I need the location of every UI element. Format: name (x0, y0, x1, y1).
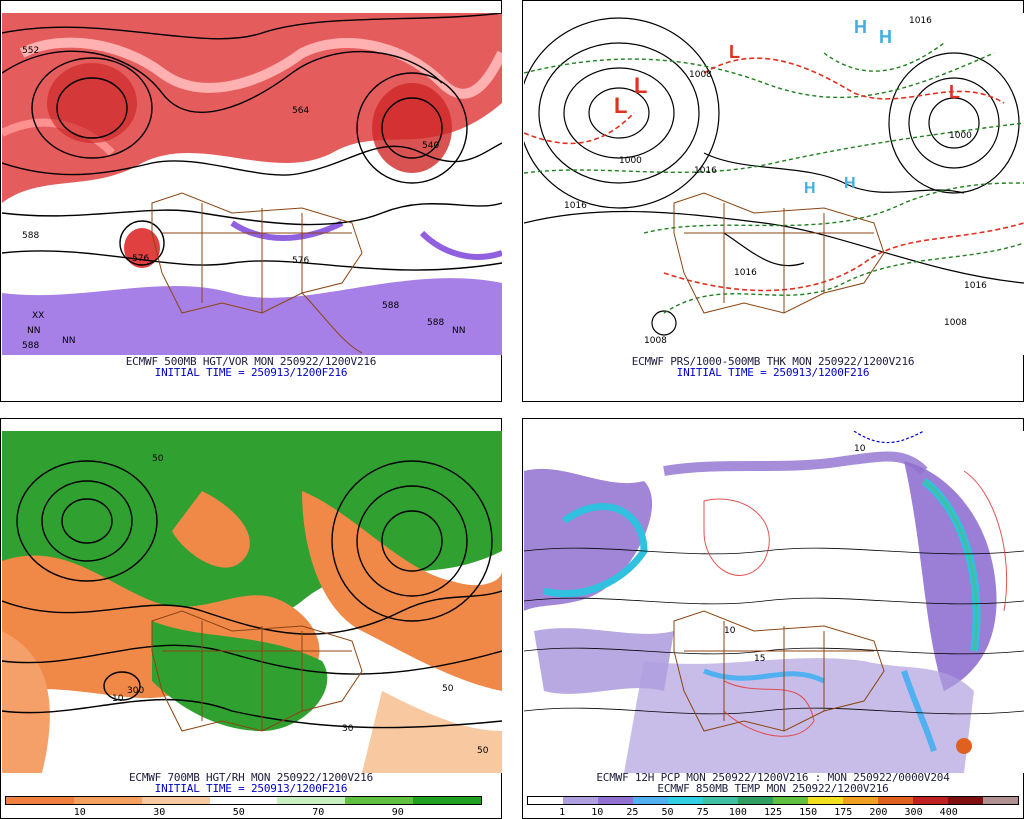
min-marker: NN (62, 336, 75, 346)
map-700mb-height-rh: 300 50 10 50 30 50 (2, 431, 502, 773)
min-marker: NN (452, 326, 465, 336)
contour-label: 588 (22, 231, 39, 241)
colorbar-swatch (345, 797, 414, 804)
colorbar-swatch (528, 797, 563, 804)
panel-surface-pressure-thickness: L L L L H H H H 1016 1008 1000 1016 1016… (522, 0, 1024, 402)
contour-label: 50 (442, 684, 454, 694)
min-marker: NN (27, 326, 40, 336)
contour-label: 588 (382, 301, 399, 311)
colorbar-swatch (209, 797, 278, 804)
low-pressure-marker: L (614, 93, 627, 118)
colorbar-swatch (668, 797, 703, 804)
caption-title: ECMWF 12H PCP MON 250922/1200V216 : MON … (596, 771, 950, 784)
contour-label: 576 (292, 256, 309, 266)
colorbar-swatch (948, 797, 983, 804)
precip-colorbar (527, 796, 1019, 805)
colorbar-tick-label: 150 (799, 807, 818, 818)
colorbar-swatch (878, 797, 913, 804)
colorbar-swatch (983, 797, 1018, 804)
panel-500mb: 552 576 564 540 588 576 588 588 588 NN N… (0, 0, 502, 402)
colorbar-swatch (277, 797, 346, 804)
caption-initial-time: INITIAL TIME = 250913/1200F216 (154, 782, 348, 795)
colorbar-swatch (633, 797, 668, 804)
rh-colorbar-ticks: 10 30 50 70 90 (5, 807, 482, 819)
colorbar-tick-label: 75 (696, 807, 709, 818)
low-pressure-marker: L (729, 42, 740, 62)
isotherm-label: 10 (724, 626, 736, 636)
contour-label: 552 (22, 46, 39, 56)
contour-label: 50 (152, 454, 164, 464)
contour-label: 564 (292, 106, 309, 116)
colorbar-swatch (413, 797, 482, 804)
colorbar-swatch (73, 797, 142, 804)
isobar-label: 1000 (619, 156, 642, 166)
colorbar-tick-label: 10 (591, 807, 604, 818)
contour-label: 50 (477, 746, 489, 756)
isobar-label: 1008 (944, 318, 967, 328)
colorbar-tick-label: 10 (73, 807, 86, 818)
isobar-label: 1016 (564, 201, 587, 211)
colorbar-swatch (141, 797, 210, 804)
map-pressure-thickness: L L L L H H H H 1016 1008 1000 1016 1016… (524, 13, 1024, 355)
colorbar-tick-label: 300 (904, 807, 923, 818)
colorbar-swatch (913, 797, 948, 804)
isobar-label: 1008 (644, 336, 667, 346)
colorbar-swatch (843, 797, 878, 804)
contour-label: 540 (422, 141, 439, 151)
colorbar-tick-label: 100 (728, 807, 747, 818)
colorbar-tick-label: 70 (312, 807, 325, 818)
colorbar-tick-label: 1 (559, 807, 566, 818)
colorbar-tick-label: 30 (153, 807, 166, 818)
colorbar-swatch (563, 797, 598, 804)
map-precip-850mb-temp: 10 15 10 (524, 431, 1024, 773)
max-marker: XX (32, 311, 44, 321)
isobar-label: 1008 (689, 70, 712, 80)
isotherm-label: 15 (754, 654, 765, 664)
colorbar-swatch (808, 797, 843, 804)
contour-label: 576 (132, 254, 149, 264)
colorbar-tick-label: 90 (391, 807, 404, 818)
caption-temp-title: ECMWF 850MB TEMP MON 250922/1200V216 (657, 782, 889, 795)
colorbar-tick-label: 400 (939, 807, 958, 818)
high-pressure-marker: H (879, 27, 892, 47)
isotherm-label: 10 (854, 444, 866, 454)
low-pressure-marker: L (634, 73, 647, 98)
contour-label: 10 (112, 694, 124, 704)
isobar-label: 1000 (949, 131, 972, 141)
contour-label: 300 (127, 686, 144, 696)
high-pressure-marker: H (844, 175, 856, 192)
colorbar-tick-label: 50 (661, 807, 674, 818)
high-pressure-marker: H (854, 17, 867, 37)
caption-title: ECMWF 500MB HGT/VOR MON 250922/1200V216 (125, 355, 377, 368)
colorbar-tick-label: 125 (763, 807, 783, 818)
map-500mb-height-vorticity: 552 576 564 540 588 576 588 588 588 NN N… (2, 13, 502, 355)
precip-colorbar-ticks: 1 10 25 50 75 100 125 150 175 200 300 400 (527, 807, 1019, 819)
caption-title: ECMWF PRS/1000-500MB THK MON 250922/1200… (631, 355, 915, 368)
contour-label: 588 (22, 341, 39, 351)
isobar-label: 1016 (694, 166, 717, 176)
caption-initial-time: INITIAL TIME = 250913/1200F216 (154, 366, 348, 379)
colorbar-swatch (598, 797, 633, 804)
colorbar-tick-label: 50 (232, 807, 245, 818)
low-pressure-marker: L (949, 82, 960, 102)
panel-precip-850mb-temp: 10 15 10 ECMWF 12H PCP MON 250922/1200V2… (522, 418, 1024, 819)
contour-label: 30 (342, 724, 354, 734)
colorbar-tick-label: 25 (626, 807, 639, 818)
isobar-label: 1016 (964, 281, 987, 291)
isobar-label: 1016 (734, 268, 757, 278)
colorbar-tick-label: 175 (834, 807, 853, 818)
caption-title: ECMWF 700MB HGT/RH MON 250922/1200V216 (128, 771, 374, 784)
colorbar-swatch (6, 797, 74, 804)
contour-label: 588 (427, 318, 444, 328)
colorbar-swatch (738, 797, 773, 804)
colorbar-swatch (703, 797, 738, 804)
panel-700mb-rh: 300 50 10 50 30 50 ECMWF 700MB HGT/RH MO… (0, 418, 502, 819)
caption-initial-time: INITIAL TIME = 250913/1200F216 (676, 366, 870, 379)
rh-colorbar (5, 796, 482, 805)
isobar-label: 1016 (909, 16, 932, 26)
high-pressure-marker: H (804, 180, 816, 197)
colorbar-tick-label: 200 (869, 807, 888, 818)
colorbar-swatch (773, 797, 808, 804)
